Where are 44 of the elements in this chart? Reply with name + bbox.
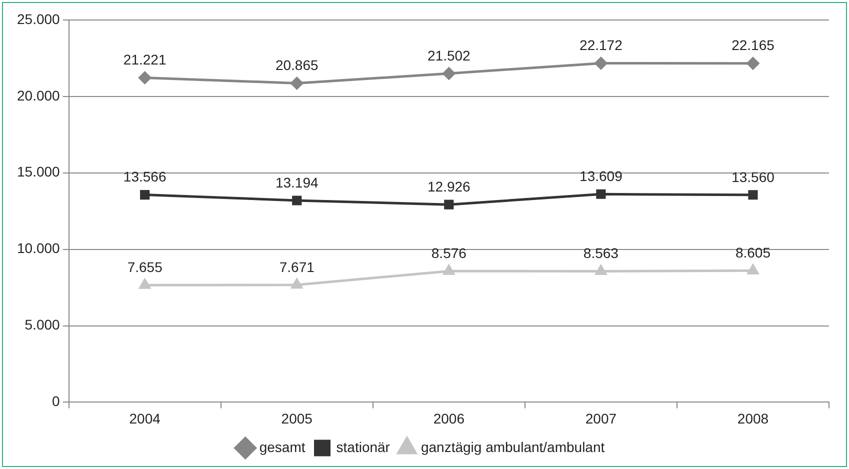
point (747, 264, 759, 274)
data-label: 8.576 (431, 244, 467, 261)
data-label: 13.566 (123, 168, 166, 185)
point (442, 67, 456, 80)
data-label: 22.165 (732, 37, 775, 54)
point (291, 278, 302, 289)
data-label: 8.605 (735, 244, 771, 261)
data-label: 12.926 (427, 178, 471, 194)
data-label: 8.563 (583, 245, 619, 262)
y-tick-label: 0 (52, 393, 60, 410)
legend-label: stationär (336, 438, 390, 455)
data-label: 7.655 (127, 259, 163, 276)
y-tick-label: 10.000 (16, 240, 60, 256)
data-label: 7.671 (279, 258, 315, 275)
y-tick-label: 25.000 (16, 10, 60, 27)
point (292, 196, 302, 206)
data-label: 13.609 (580, 168, 623, 184)
point (443, 264, 454, 275)
point (444, 200, 454, 210)
data-label: 21.502 (427, 47, 471, 64)
point (138, 72, 152, 84)
point (748, 190, 758, 200)
data-label: 13.194 (275, 174, 318, 190)
x-tick-label: 2007 (585, 410, 617, 426)
x-tick-label: 2005 (281, 410, 313, 426)
point (595, 265, 607, 276)
y-tick-label: 5.000 (24, 316, 60, 333)
data-label: 20.865 (275, 57, 318, 74)
x-tick-label: 2008 (737, 410, 769, 426)
data-label: 21.221 (123, 52, 166, 68)
point (290, 76, 304, 90)
y-tick-label: 20.000 (16, 87, 60, 104)
point (746, 57, 760, 70)
point (594, 56, 608, 70)
point (596, 189, 606, 199)
x-tick-label: 2006 (433, 410, 465, 426)
x-tick-label: 2004 (129, 410, 161, 426)
legend-label: gesamt (259, 438, 306, 455)
point (139, 278, 150, 289)
data-label: 22.172 (580, 37, 623, 54)
y-tick-label: 15.000 (16, 164, 60, 180)
legend-label: ganztägig ambulant/ambulant (420, 438, 605, 455)
point (140, 190, 150, 200)
data-label: 13.560 (732, 168, 775, 185)
